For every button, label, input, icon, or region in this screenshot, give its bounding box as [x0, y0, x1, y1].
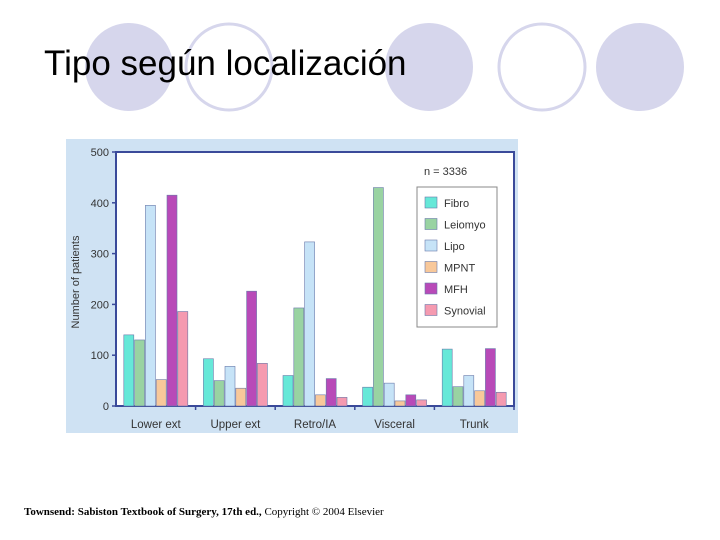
footer-citation: Townsend: Sabiston Textbook of Surgery, …: [24, 506, 384, 518]
bar-lipo-trunk: [463, 375, 475, 407]
legend-swatch-mfh: [424, 282, 438, 295]
x-tick-label-2: Retro/IA: [294, 419, 337, 431]
y-tick-label-2: 200: [91, 299, 109, 311]
bar-mpnt-upper-ext: [235, 387, 247, 407]
bar-leiomyo-trunk: [452, 386, 464, 407]
bar-mpnt-lower-ext: [155, 379, 167, 407]
y-tick-label-3: 300: [91, 249, 109, 261]
y-tick-label-5: 500: [91, 147, 109, 159]
bar-leiomyo-retro-ia: [293, 307, 305, 407]
legend-swatch-fibro: [424, 196, 438, 209]
x-tick-label-4: Trunk: [460, 419, 489, 431]
bar-fibro-visceral: [362, 386, 373, 407]
legend-label-lipo: Lipo: [444, 241, 465, 253]
decor-circle-filled-2: [385, 23, 473, 111]
bar-leiomyo-lower-ext: [134, 339, 145, 407]
bar-leiomyo-visceral: [373, 187, 384, 407]
bar-lipo-lower-ext: [145, 205, 156, 407]
legend-label-fibro: Fibro: [444, 198, 469, 210]
bar-mpnt-retro-ia: [315, 394, 326, 407]
legend-box: [416, 186, 498, 328]
y-axis-label: Number of patients: [70, 235, 82, 328]
bar-chart: 0 100 200 300 400 500 Lower ext Upper ext Retro/…: [70, 147, 515, 431]
bar-synovial-trunk: [495, 391, 507, 407]
bar-synovial-visceral: [416, 399, 427, 407]
decor-circle-filled-1: [85, 23, 173, 111]
footer-source: Townsend: Sabiston Textbook of Surgery, …: [24, 506, 262, 518]
bar-mfh-trunk: [485, 348, 496, 407]
bar-fibro-lower-ext: [123, 334, 135, 407]
decor-circle-outline-1: [184, 22, 274, 112]
legend-label-leiomyo: Leiomyo: [444, 220, 486, 232]
legend-swatch-synovial: [424, 304, 438, 316]
bar-lipo-upper-ext: [224, 366, 236, 407]
legend-label-mfh: MFH: [444, 284, 468, 296]
bar-synovial-retro-ia: [336, 397, 348, 407]
legend-swatch-mpnt: [424, 261, 438, 273]
bar-lipo-retro-ia: [304, 241, 315, 407]
legend-swatch-leiomyo: [424, 218, 438, 230]
y-tick-label-0: 0: [103, 401, 109, 413]
decor-circle-filled-3: [596, 23, 684, 111]
slide-title: Tipo según localización: [44, 44, 407, 83]
x-tick-label-0: Lower ext: [131, 419, 182, 431]
decor-circle-outline-2: [497, 22, 587, 112]
bar-fibro-retro-ia: [282, 375, 294, 407]
legend: Fibro Leiomyo Lipo MPNT MFH Synovial: [416, 186, 498, 328]
bar-mpnt-trunk: [474, 390, 485, 407]
bar-mfh-upper-ext: [246, 290, 257, 407]
bar-synovial-upper-ext: [257, 363, 268, 407]
bar-leiomyo-upper-ext: [213, 380, 225, 407]
chart-figure: 0 100 200 300 400 500 Lower ext Upper ext Retro/…: [66, 139, 518, 433]
legend-label-mpnt: MPNT: [444, 263, 475, 275]
bar-mfh-visceral: [405, 394, 417, 407]
bar-synovial-lower-ext: [177, 311, 189, 407]
bar-fibro-upper-ext: [203, 358, 214, 407]
legend-swatch-lipo: [424, 239, 438, 252]
bar-mpnt-visceral: [394, 400, 406, 407]
bar-lipo-visceral: [383, 382, 395, 407]
footer-copyright: Copyright © 2004 Elsevier: [264, 506, 384, 518]
y-tick-label-4: 400: [91, 198, 109, 210]
y-tick-label-1: 100: [91, 350, 109, 362]
x-tick-label-1: Upper ext: [210, 419, 261, 431]
legend-label-synovial: Synovial: [444, 306, 486, 318]
sample-size-annotation: n = 3336: [424, 166, 467, 178]
x-tick-label-3: Visceral: [374, 419, 415, 431]
bar-fibro-trunk: [441, 348, 453, 407]
bar-mfh-retro-ia: [325, 378, 337, 407]
bar-mfh-lower-ext: [166, 194, 178, 407]
